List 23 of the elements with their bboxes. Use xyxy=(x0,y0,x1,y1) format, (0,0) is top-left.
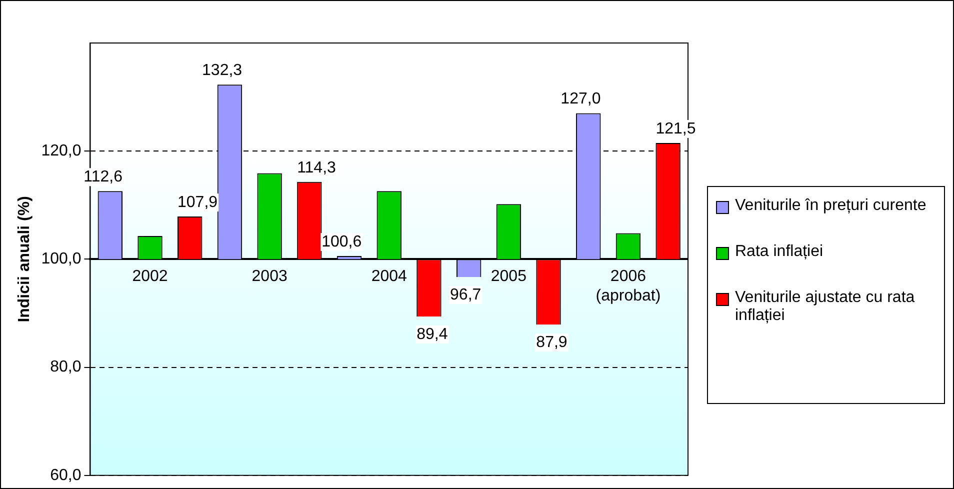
data-label: 127,0 xyxy=(560,90,601,108)
y-tick-label: 60,0 xyxy=(50,466,82,484)
x-tick-label: 2002 xyxy=(132,268,168,286)
data-label: 87,9 xyxy=(536,334,568,352)
x-tick-label: 2003 xyxy=(252,268,288,286)
legend-label: Rata inflației xyxy=(735,243,824,261)
data-label: 112,6 xyxy=(84,168,123,186)
data-label: 121,5 xyxy=(656,120,696,138)
data-label: 100,6 xyxy=(322,233,362,250)
data-label: 132,3 xyxy=(202,62,242,80)
y-tick-label: 80,0 xyxy=(50,358,82,376)
data-label: 114,3 xyxy=(297,159,336,176)
data-label: 89,4 xyxy=(416,326,448,343)
legend-label: Veniturile ajustate cu rata inflației xyxy=(735,289,916,325)
y-tick-label: 100,0 xyxy=(41,250,82,268)
x-tick-label: 2004 xyxy=(371,268,408,286)
data-label: 96,7 xyxy=(450,286,482,304)
y-tick-label: 120,0 xyxy=(41,142,82,160)
y-axis-title: Indicii anuali (%) xyxy=(16,196,34,322)
x-tick-label: 2006 (aprobat) xyxy=(596,268,661,304)
x-tick-label: 2005 xyxy=(490,268,527,286)
legend-label: Veniturile în prețuri curente xyxy=(735,197,926,215)
data-label: 107,9 xyxy=(178,194,218,211)
